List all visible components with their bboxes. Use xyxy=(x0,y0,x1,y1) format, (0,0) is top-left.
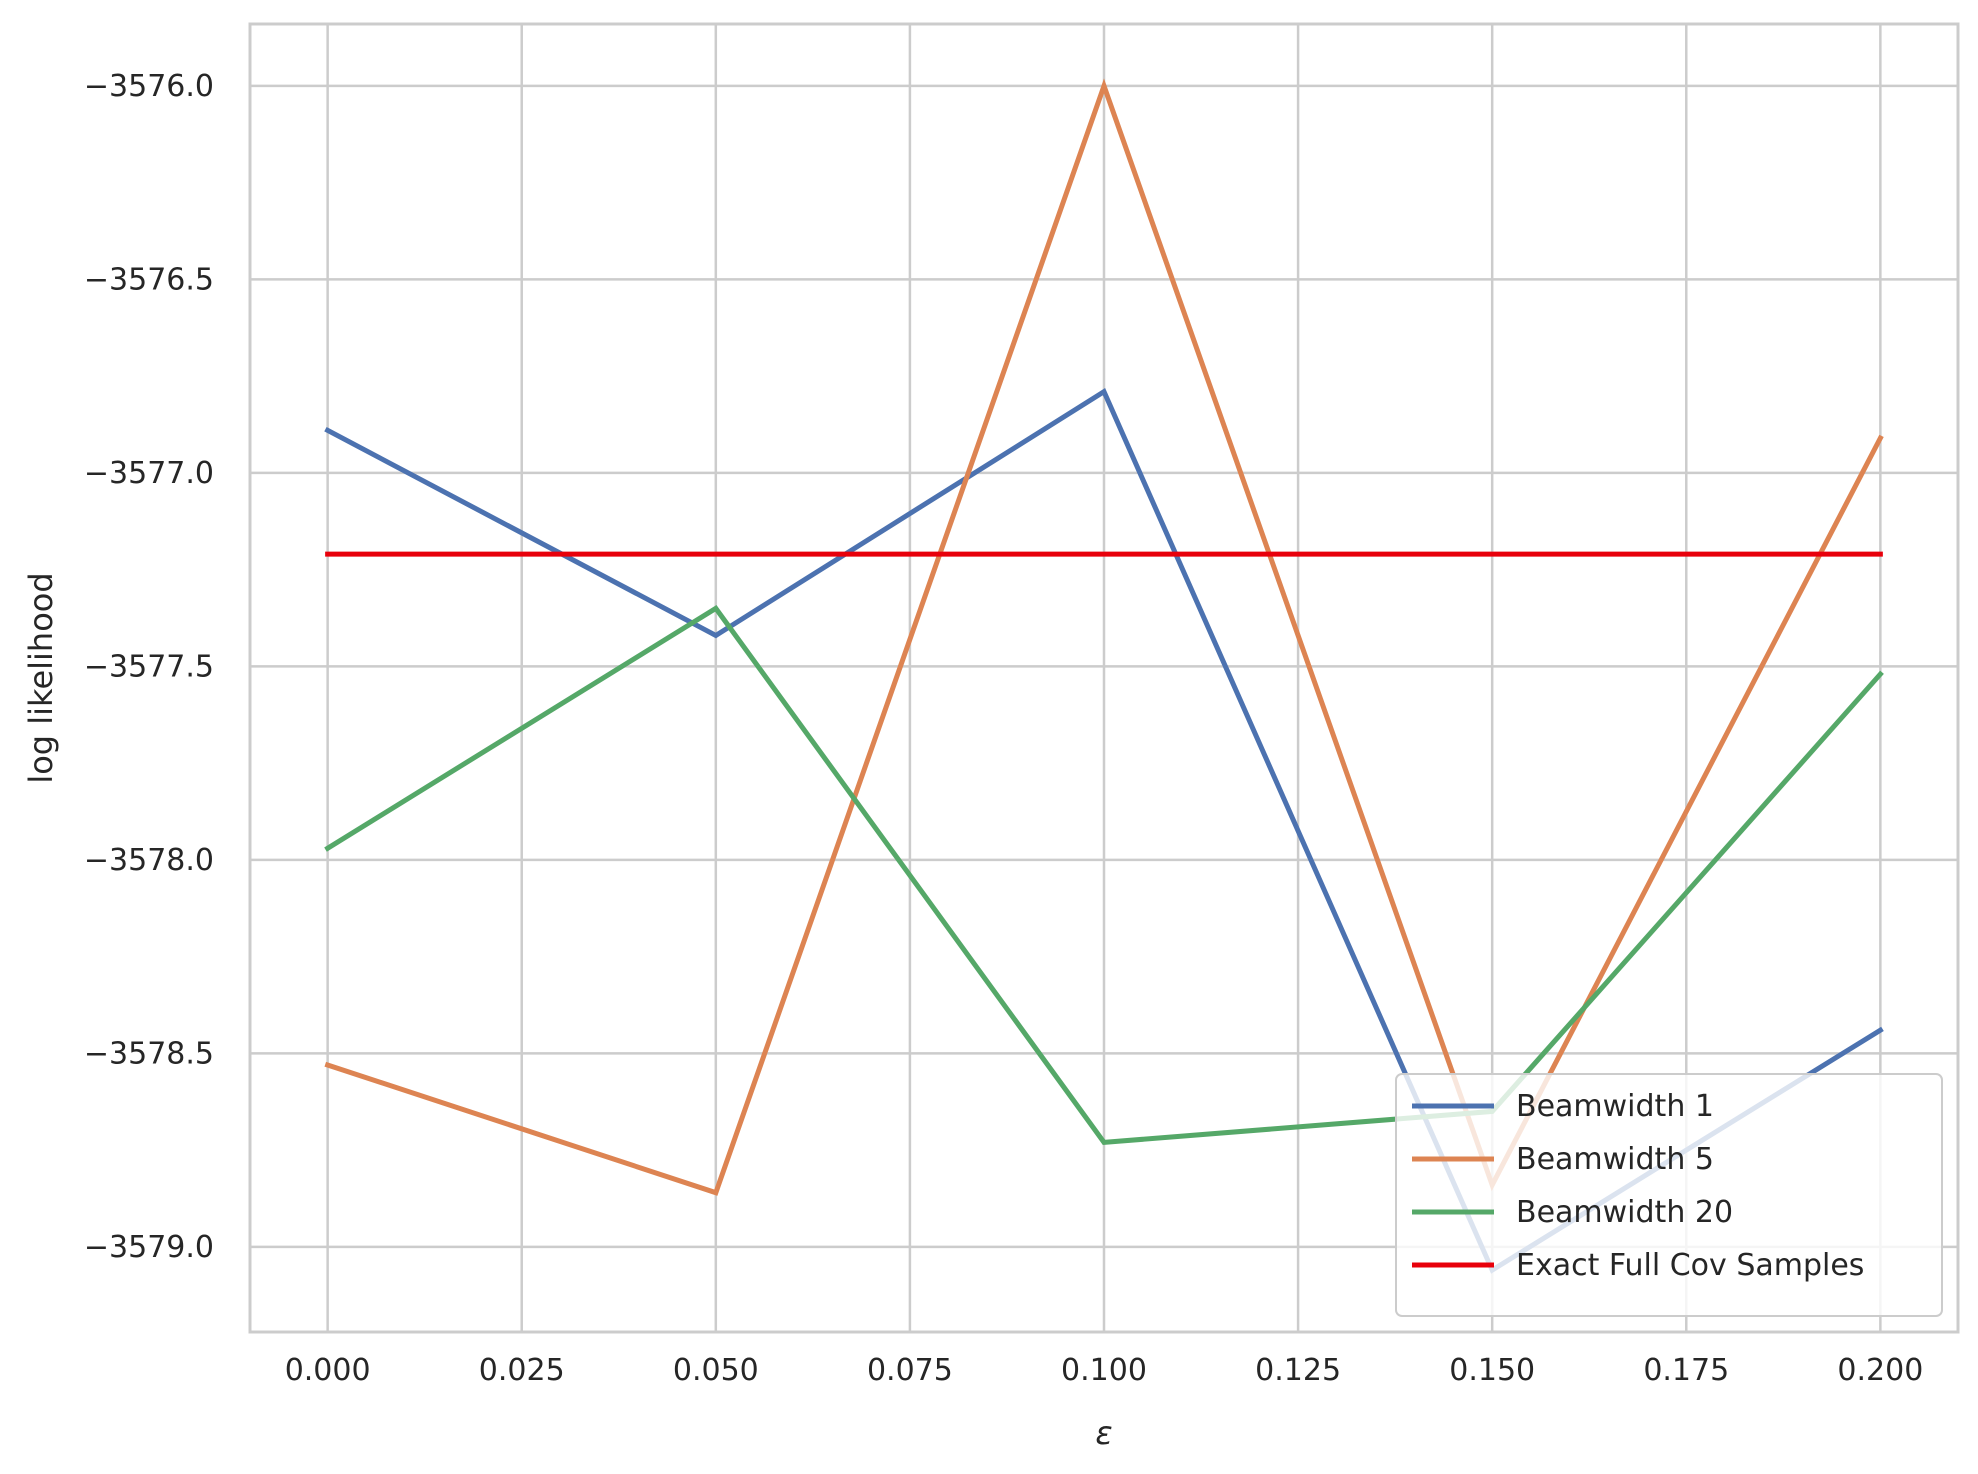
legend-box xyxy=(1395,1073,1943,1317)
y-tick-label: −3577.5 xyxy=(84,649,214,684)
y-tick-label: −3578.5 xyxy=(84,1036,214,1071)
legend-label: Beamwidth 20 xyxy=(1516,1195,1733,1230)
x-tick-label: 0.125 xyxy=(1255,1353,1341,1388)
y-tick-label: −3578.0 xyxy=(84,843,214,878)
x-tick-label: 0.200 xyxy=(1837,1353,1923,1388)
x-tick-label: 0.100 xyxy=(1061,1353,1147,1388)
y-tick-label: −3577.0 xyxy=(84,456,214,491)
x-tick-label: 0.025 xyxy=(479,1353,565,1388)
x-tick-label: 0.000 xyxy=(285,1353,371,1388)
x-tick-label: 0.050 xyxy=(673,1353,759,1388)
y-tick-label: −3576.0 xyxy=(84,69,214,104)
legend: Beamwidth 1 Beamwidth 5 Beamwidth 20 Exact … xyxy=(1395,1073,1943,1317)
grid xyxy=(250,24,1958,1332)
y-axis-label: log likelihood xyxy=(22,572,60,783)
x-axis-label: ε xyxy=(1095,1414,1112,1452)
y-tick-label: −3579.0 xyxy=(84,1230,214,1265)
x-tick-label: 0.175 xyxy=(1643,1353,1729,1388)
series-line-beamwidth-20 xyxy=(324,604,1884,1145)
legend-label: Beamwidth 1 xyxy=(1516,1089,1714,1124)
legend-label: Beamwidth 5 xyxy=(1516,1142,1714,1177)
series-line-beamwidth-5 xyxy=(324,78,1884,1196)
tick-labels: 0.000 0.025 0.050 0.075 0.100 0.125 0.150 0.175… xyxy=(84,69,1923,1388)
y-tick-label: −3576.5 xyxy=(84,262,214,297)
plot-frame xyxy=(248,22,1960,1334)
x-tick-label: 0.150 xyxy=(1449,1353,1535,1388)
legend-label: Exact Full Cov Samples xyxy=(1516,1248,1864,1283)
x-tick-label: 0.075 xyxy=(867,1353,953,1388)
